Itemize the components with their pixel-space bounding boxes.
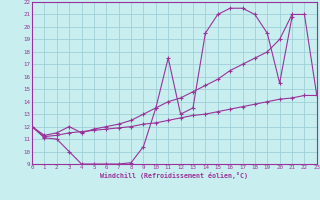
X-axis label: Windchill (Refroidissement éolien,°C): Windchill (Refroidissement éolien,°C) bbox=[100, 172, 248, 179]
